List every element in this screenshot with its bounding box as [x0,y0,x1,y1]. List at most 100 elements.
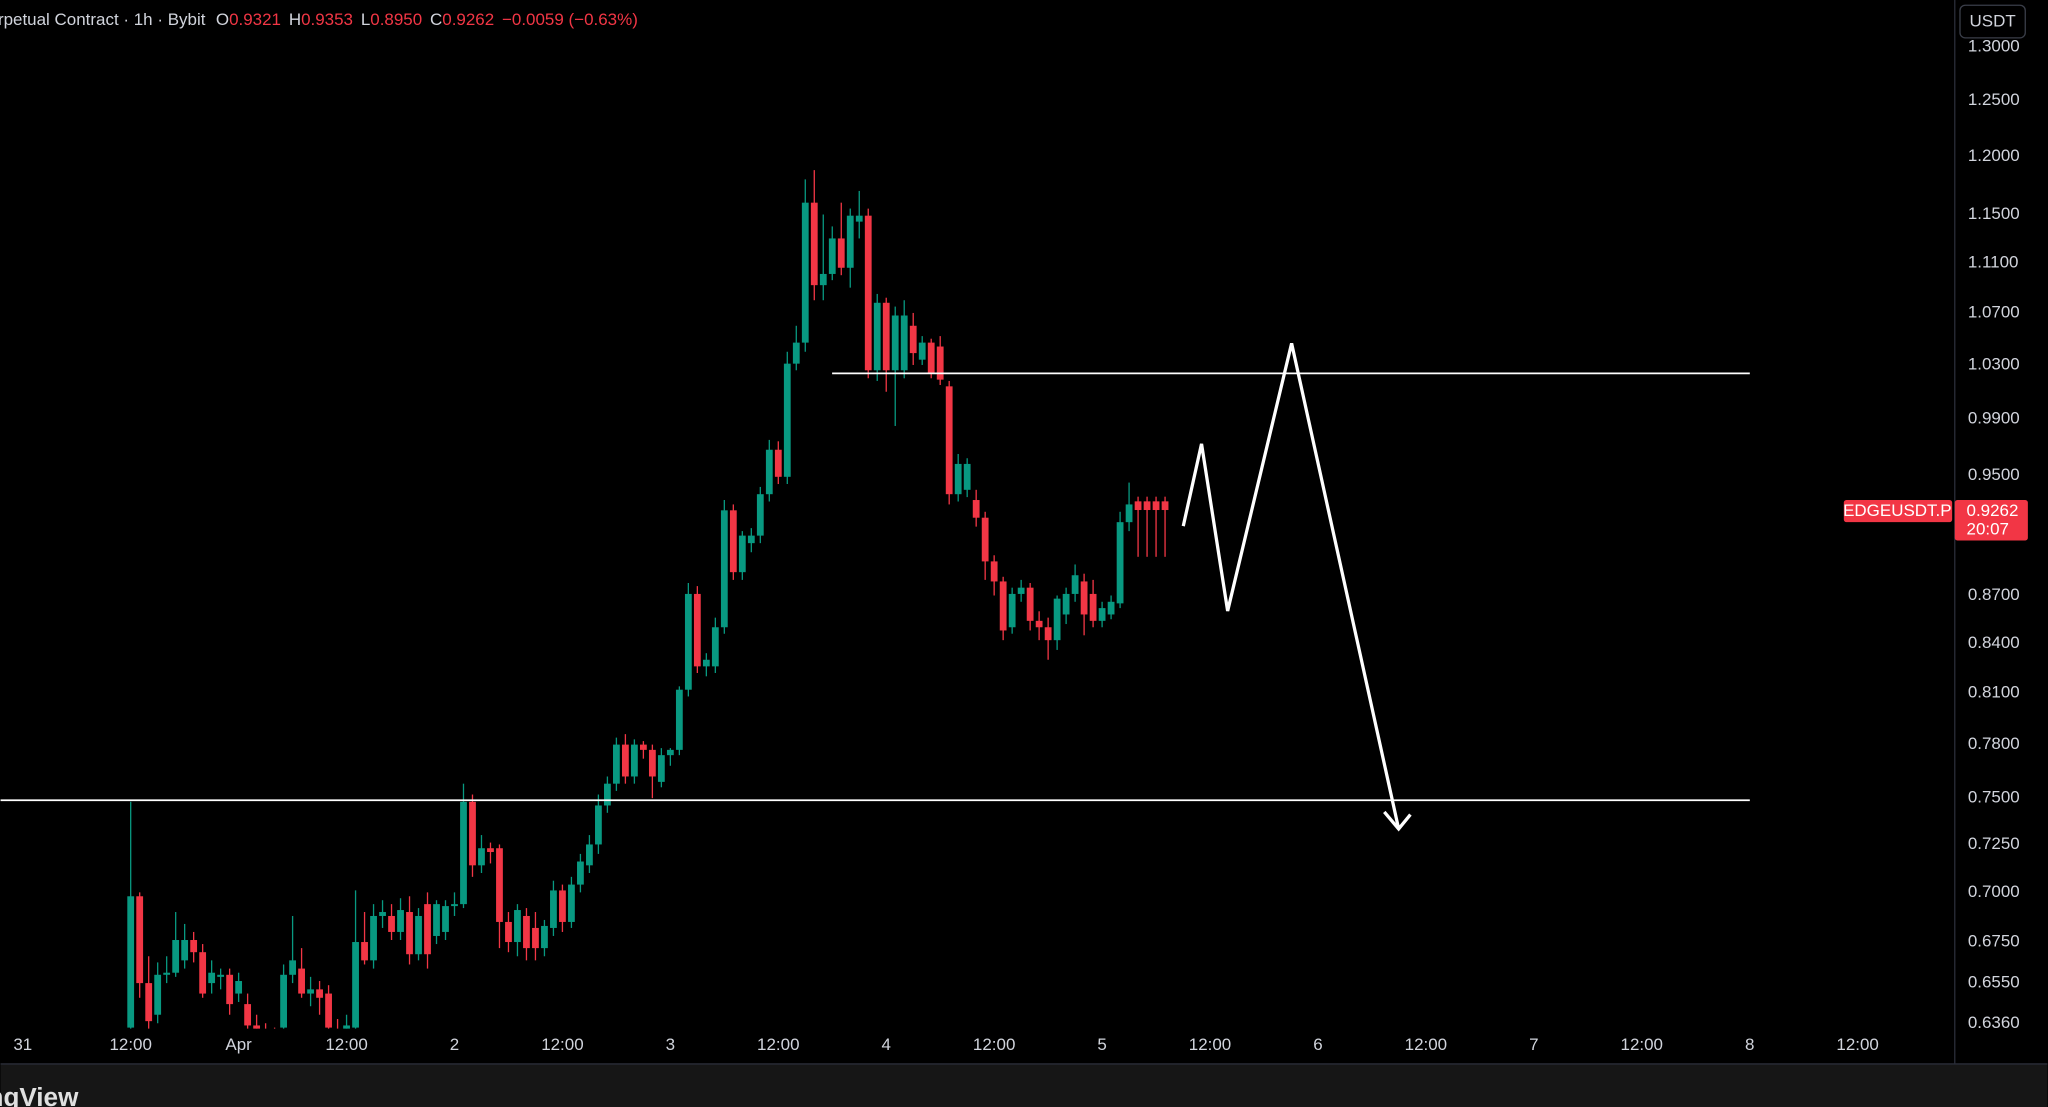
candle-body [639,744,647,750]
candle-body [936,346,944,380]
candle-body [190,940,198,953]
ohlc-value: 0.9353 [301,10,353,29]
candle-body [648,749,656,777]
candle-body [298,968,305,994]
candle-body [864,215,872,371]
candle-body [586,844,593,866]
y-tick-label: 0.7250 [1968,834,2020,853]
candle-body [1008,593,1016,628]
y-tick-label: 0.8400 [1968,633,2020,652]
candle-body [972,500,980,518]
currency-label[interactable]: USDT [1970,12,2016,31]
candle-body [1080,581,1088,615]
candle-body [675,689,683,750]
projection-path [1181,342,1401,830]
x-tick-label: 12:00 [109,1035,151,1054]
candle-body [1062,593,1070,615]
candle-body [1044,627,1052,641]
candle-body [451,904,458,907]
candle-body [1053,598,1061,641]
ohlc-key: O [216,10,229,29]
candle-body [406,912,413,955]
symbol: rpetual Contract · 1h · Bybit [0,10,206,29]
candle-body [882,302,890,371]
x-tick-label: 12:00 [1189,1035,1231,1054]
symbol-tag-label: EDGEUSDT.P [1843,501,1951,520]
candle-body [621,744,629,777]
y-tick-label: 0.9900 [1968,409,2020,428]
y-tick-label: 0.7800 [1968,734,2020,753]
x-tick-label: 12:00 [1621,1035,1663,1054]
candle-body [343,1025,350,1029]
candle-body [819,273,827,286]
candle-body [837,238,845,268]
candle-body [1017,587,1025,594]
currency-button[interactable] [1959,4,2026,39]
candle-body [765,449,773,495]
x-tick-label: 2 [450,1035,459,1054]
ohlc-key: H [289,10,301,29]
candle-body [945,386,953,495]
candle-body [990,561,998,582]
candle-body [361,942,368,961]
y-tick-label: 1.1500 [1968,204,2020,223]
x-tick-label: 12:00 [757,1035,799,1054]
candle-body [1026,587,1034,621]
candle-body [442,906,449,932]
candle-body [154,974,162,1015]
y-tick-label: 1.3000 [1968,37,2020,56]
candle-body [523,915,530,949]
price-tag-label: 0.9262 [1967,501,2019,520]
candle-body [738,535,746,573]
y-tick-label: 1.2000 [1968,146,2020,165]
candle-body [505,921,512,943]
candle-body [514,910,521,943]
candle-body [415,915,422,955]
candle-body [873,302,881,371]
x-tick-label: 6 [1313,1035,1322,1054]
candle-body [1152,501,1160,511]
y-tick-label: 1.0700 [1968,302,2020,321]
candle-body [810,202,818,286]
x-tick-label: 7 [1529,1035,1538,1054]
ohlc-value: 0.9262 [442,10,494,29]
x-tick-label: 12:00 [1405,1035,1447,1054]
candles [127,170,1169,1029]
candle-body [1098,608,1106,621]
x-tick-label: 4 [882,1035,891,1054]
y-tick-label: 0.7000 [1968,882,2020,901]
candle-body [981,517,989,562]
candle-body [1125,504,1133,523]
y-tick-label: 0.6750 [1968,932,2020,951]
y-tick-label: 1.1100 [1968,252,2019,271]
candle-body [433,904,440,936]
candle-body [684,593,692,690]
candle-body [487,848,494,853]
candle-body [181,940,189,961]
watermark: ngView [0,1082,79,1107]
candle-body [172,940,180,973]
candle-body [954,463,962,495]
candle-body [747,535,755,544]
candle-body [801,202,809,343]
candle-body [307,989,314,994]
candle-body [253,1025,261,1029]
candle-body [613,744,620,784]
x-tick-label: 31 [13,1035,32,1054]
candle-body [828,238,836,274]
candle-body [711,627,719,667]
candle-body [568,884,575,922]
countdown: 20:07 [1967,519,2009,538]
candle-body [235,981,243,994]
candle-body [595,805,602,845]
candle-body [927,342,935,373]
x-tick-label: 12:00 [973,1035,1015,1054]
y-tick-label: 0.6360 [1968,1013,2020,1032]
candle-body [532,927,539,949]
candle-body [226,974,234,1005]
candle-body [999,581,1007,631]
candle-body [657,755,665,782]
